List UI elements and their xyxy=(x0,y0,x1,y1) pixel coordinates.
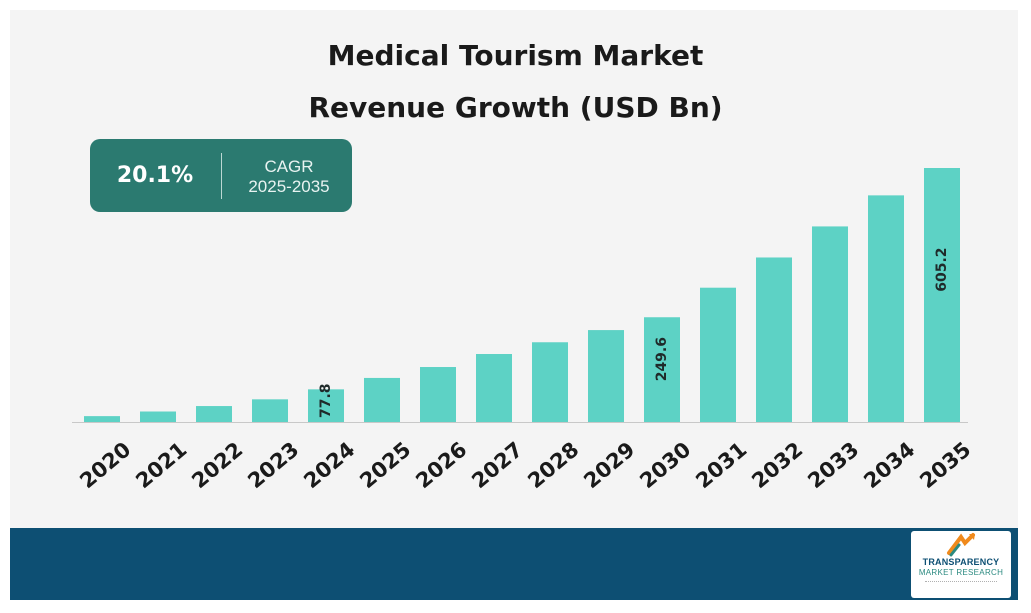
bar-2022 xyxy=(196,406,232,422)
data-label-2035: 605.2 xyxy=(934,247,950,291)
x-tick-label-2035: 2035 xyxy=(915,437,975,493)
x-tick-label-2031: 2031 xyxy=(691,437,751,493)
x-tick-label-2020: 2020 xyxy=(75,437,135,493)
cagr-label-title: CAGR xyxy=(264,157,314,176)
bar-2035 xyxy=(924,168,960,422)
bar-2033 xyxy=(812,226,848,422)
bar-2027 xyxy=(476,354,512,422)
logo-text-primary: TRANSPARENCY xyxy=(922,557,1000,567)
x-tick-label-2032: 2032 xyxy=(747,437,807,493)
x-tick-label-2025: 2025 xyxy=(355,437,415,493)
cagr-value: 20.1% xyxy=(116,163,194,188)
bar-2023 xyxy=(252,399,288,422)
logo-tagline xyxy=(925,581,997,585)
cagr-label-period: 2025-2035 xyxy=(248,177,330,196)
cagr-label: CAGR 2025-2035 xyxy=(230,157,348,197)
logo-arrow-icon xyxy=(947,533,975,557)
bar-2032 xyxy=(756,257,792,422)
data-label-2030: 249.6 xyxy=(654,337,670,381)
chart-title-line-2: Revenue Growth (USD Bn) xyxy=(308,91,723,124)
x-tick-label-2021: 2021 xyxy=(131,437,191,493)
logo-text-secondary: MARKET RESEARCH xyxy=(918,568,1004,577)
x-tick-label-2024: 2024 xyxy=(299,437,359,493)
chart-title: Medical Tourism Market Revenue Growth (U… xyxy=(0,30,1031,134)
company-logo: TRANSPARENCY MARKET RESEARCH xyxy=(911,531,1011,598)
x-tick-label-2033: 2033 xyxy=(803,437,863,493)
footer-bar xyxy=(10,528,1018,600)
bar-2025 xyxy=(364,377,400,422)
x-tick-label-2027: 2027 xyxy=(467,437,527,493)
x-tick-label-2030: 2030 xyxy=(635,437,695,493)
bar-2034 xyxy=(868,195,904,422)
x-tick-label-2034: 2034 xyxy=(859,437,919,493)
x-tick-label-2028: 2028 xyxy=(523,437,583,493)
x-tick-label-2023: 2023 xyxy=(243,437,303,493)
bar-2026 xyxy=(420,367,456,422)
bar-2021 xyxy=(140,411,176,422)
bar-2029 xyxy=(588,330,624,422)
bar-2030 xyxy=(644,317,680,422)
data-label-2024: 77.8 xyxy=(318,383,334,418)
x-tick-label-2022: 2022 xyxy=(187,437,247,493)
cagr-badge: 20.1% CAGR 2025-2035 xyxy=(90,139,352,212)
x-tick-label-2029: 2029 xyxy=(579,437,639,493)
x-tick-label-2026: 2026 xyxy=(411,437,471,493)
bar-2024 xyxy=(308,389,344,422)
bar-2020 xyxy=(84,416,120,422)
bar-2028 xyxy=(532,342,568,422)
cagr-divider xyxy=(221,153,222,199)
bar-2031 xyxy=(700,287,736,422)
chart-title-line-1: Medical Tourism Market xyxy=(327,39,704,72)
chart-panel xyxy=(10,10,1018,600)
